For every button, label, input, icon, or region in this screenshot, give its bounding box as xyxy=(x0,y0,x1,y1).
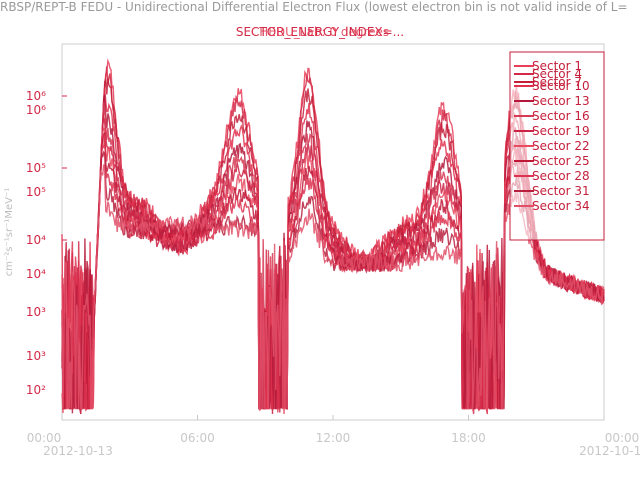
legend-entry: Sector 31 xyxy=(532,184,590,198)
legend-entry: Sector 25 xyxy=(532,154,590,168)
x-tick-date: 2012-10-13 xyxy=(43,444,113,458)
legend-entry: Sector 1 xyxy=(532,59,582,73)
x-tick-date: 2012-10-14 xyxy=(579,444,640,458)
subtitle-text: SECTOR_ENERGY_INDEX=... xyxy=(235,25,405,39)
y-axis-label: cm⁻²s⁻¹sr⁻¹MeV⁻¹ xyxy=(4,188,15,277)
y-tick-label: 10³ xyxy=(26,305,46,319)
chart-title: RBSP/REPT-B FEDU - Unidirectional Differ… xyxy=(0,0,628,14)
x-tick-label: 00:00 xyxy=(605,431,640,445)
legend-entry: Sector 19 xyxy=(532,124,590,138)
legend-entry: Sector 16 xyxy=(532,109,590,123)
legend-entry: Sector 13 xyxy=(532,94,590,108)
x-tick-label: 18:00 xyxy=(451,431,486,445)
legend-entry: Sector 22 xyxy=(532,139,590,153)
x-tick-label: 00:00 xyxy=(27,431,62,445)
subtitle-overlap-text: CHEDU_Lab: 0 degrees xyxy=(250,25,390,39)
legend-entry: Sector 34 xyxy=(532,199,590,213)
y-tick-label-alt: 10³ xyxy=(26,349,46,363)
legend-entry: Sector 4 xyxy=(532,67,582,81)
y-tick-label-alt: 10⁵ xyxy=(26,185,46,199)
y-tick-label: 10⁶ xyxy=(26,89,46,103)
legend-entry: Sector 10 xyxy=(532,79,590,93)
y-tick-label-alt: 10² xyxy=(26,383,46,397)
y-tick-label: 10⁴ xyxy=(26,233,46,247)
y-tick-label: 10⁵ xyxy=(26,161,46,175)
x-tick-label: 12:00 xyxy=(316,431,351,445)
legend-entry: Sector 28 xyxy=(532,169,590,183)
legend-entry: Sector 7 xyxy=(532,75,582,89)
y-tick-label-alt: 10⁶ xyxy=(26,103,46,117)
chart-subtitle: SECTOR_ENERGY_INDEX=... CHEDU_Lab: 0 deg… xyxy=(0,25,640,39)
y-tick-label-alt: 10⁴ xyxy=(26,267,46,281)
x-tick-label: 06:00 xyxy=(180,431,215,445)
